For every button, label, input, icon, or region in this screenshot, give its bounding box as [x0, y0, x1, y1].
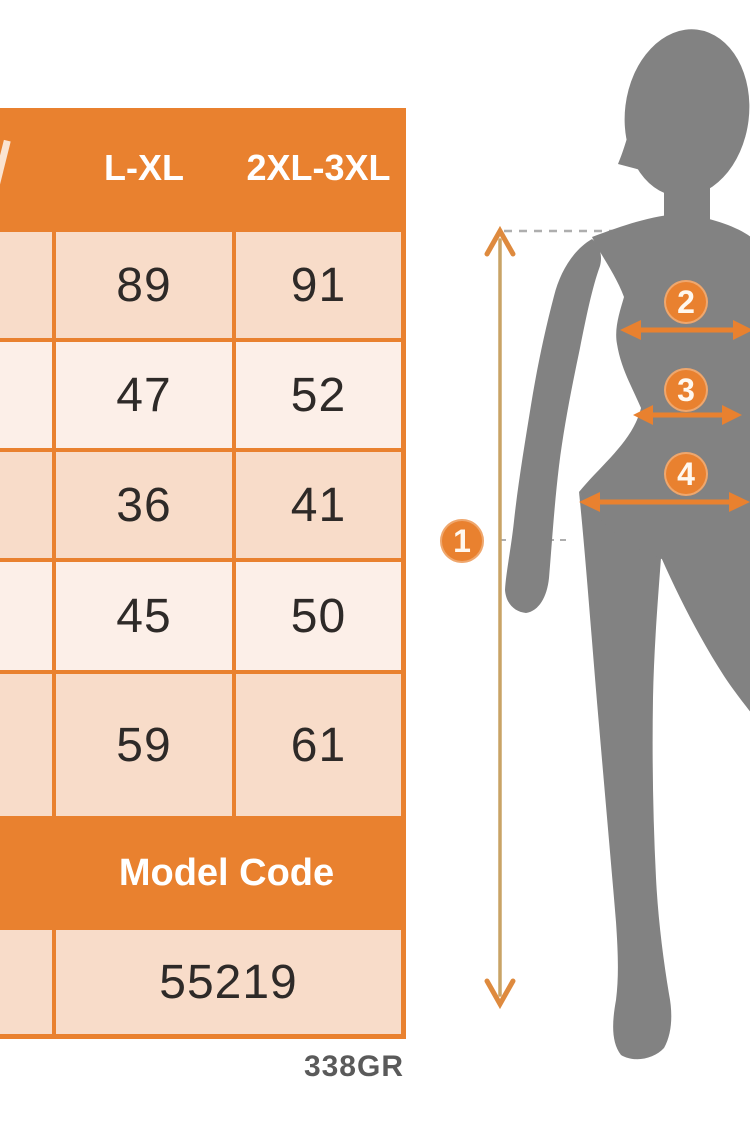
height-arrow-bottom-head [484, 978, 516, 1010]
model-code-value-cell: 55219 [56, 930, 401, 1034]
table-cell: 45 [56, 562, 232, 670]
table-cell: 47 [56, 342, 232, 448]
bust-arrow [620, 320, 750, 340]
hair-strand-shape [618, 60, 658, 172]
table-cell: 36 [56, 452, 232, 558]
table-cell: 89 [56, 232, 232, 338]
row2-cropped-label-cell [0, 342, 52, 448]
table-cell: 50 [236, 562, 401, 670]
row4-cropped-label-cell [0, 562, 52, 670]
neck-shape [664, 150, 710, 225]
measure-marker-2: 2 [664, 280, 708, 324]
table-cell: 61 [236, 674, 401, 816]
left-leg-shape [579, 492, 672, 1060]
hip-arrow [579, 492, 750, 512]
product-code-text: 338GR [303, 1050, 404, 1083]
measure-marker-1: 1 [440, 519, 484, 563]
row5-cropped-label-cell [0, 674, 52, 816]
body-silhouette-shape [505, 29, 750, 1060]
cut-letter-fragment [0, 139, 11, 189]
size-table: L-XL 2XL-3XL 89 91 47 52 36 41 45 50 59 … [0, 108, 406, 1039]
height-arrow [484, 225, 516, 1010]
height-arrow-top-head [484, 225, 516, 257]
measure-marker-4: 4 [664, 452, 708, 496]
size-header-2xl-3xl: 2XL-3XL [246, 147, 391, 188]
model-code-cropped-label-cell [0, 930, 52, 1034]
measure-marker-3: 3 [664, 368, 708, 412]
model-code-header: Model Code [0, 820, 401, 926]
table-cell: 41 [236, 452, 401, 558]
row3-cropped-label-cell [0, 452, 52, 558]
left-arm-shape [505, 239, 602, 613]
waist-arrow [633, 405, 742, 425]
size-table-header-row: L-XL 2XL-3XL [0, 108, 401, 228]
right-leg-shape [661, 544, 750, 712]
size-header-l-xl: L-XL [104, 147, 184, 188]
table-cell: 52 [236, 342, 401, 448]
table-cell: 91 [236, 232, 401, 338]
row1-cropped-label-cell [0, 232, 52, 338]
table-cell: 59 [56, 674, 232, 816]
